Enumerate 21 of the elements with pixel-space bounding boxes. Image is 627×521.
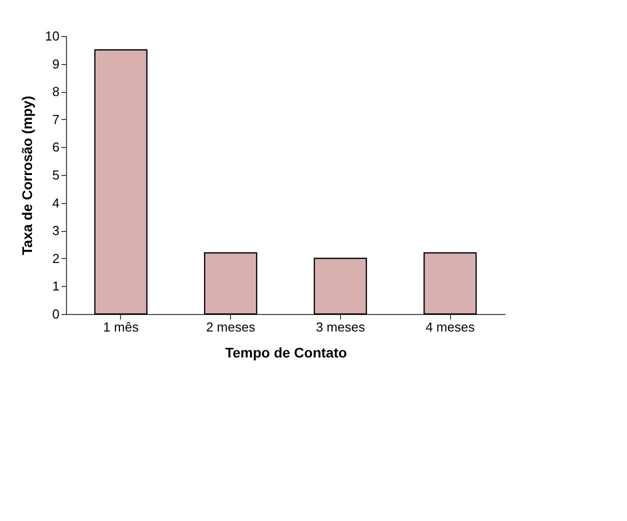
bar xyxy=(204,252,258,315)
y-tick-label: 6 xyxy=(52,140,60,155)
y-tick-label: 4 xyxy=(52,195,60,210)
y-tick-label: 0 xyxy=(52,306,60,322)
bar xyxy=(94,49,148,315)
x-tick-label: 2 meses xyxy=(206,320,256,334)
y-tick-label: 10 xyxy=(45,28,60,44)
x-axis-title: Tempo de Contato xyxy=(225,344,347,360)
y-axis-title: Taxa de Corrosão (mpy) xyxy=(19,96,36,256)
y-tick-label: 1 xyxy=(52,278,60,294)
x-tick-label: 4 meses xyxy=(426,320,476,334)
y-tick-label: 3 xyxy=(52,223,60,238)
y-tick-label: 2 xyxy=(52,250,60,266)
bar xyxy=(424,252,477,315)
x-tick-label: 3 meses xyxy=(316,320,366,334)
y-tick-label: 5 xyxy=(52,168,60,182)
y-tick-label: 7 xyxy=(52,112,60,127)
x-tick-label: 1 mês xyxy=(103,320,140,334)
y-tick-label: 9 xyxy=(52,56,60,72)
bar xyxy=(314,258,367,315)
y-tick-label: 8 xyxy=(52,84,60,100)
